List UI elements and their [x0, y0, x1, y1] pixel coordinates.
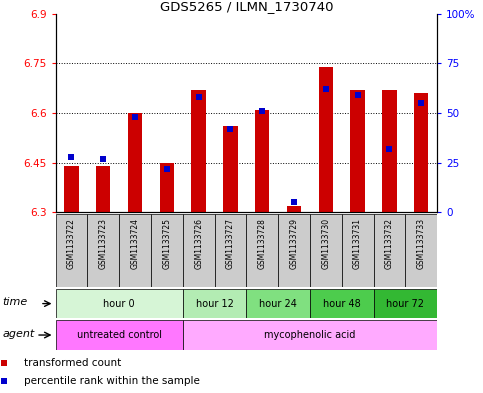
- Bar: [56, 320, 183, 350]
- Bar: [183, 214, 214, 287]
- Bar: [414, 93, 428, 212]
- Bar: [87, 214, 119, 287]
- Bar: [246, 214, 278, 287]
- Text: untreated control: untreated control: [77, 330, 162, 340]
- Bar: [56, 289, 183, 318]
- Text: GSM1133731: GSM1133731: [353, 218, 362, 269]
- Text: time: time: [3, 297, 28, 307]
- Title: GDS5265 / ILMN_1730740: GDS5265 / ILMN_1730740: [159, 0, 333, 13]
- Bar: [183, 320, 437, 350]
- Text: hour 48: hour 48: [323, 299, 361, 309]
- Bar: [223, 126, 238, 212]
- Text: GSM1133727: GSM1133727: [226, 218, 235, 269]
- Bar: [128, 113, 142, 212]
- Text: GSM1133730: GSM1133730: [321, 218, 330, 269]
- Bar: [151, 214, 183, 287]
- Bar: [351, 90, 365, 212]
- Text: GSM1133733: GSM1133733: [417, 218, 426, 269]
- Bar: [255, 110, 270, 212]
- Text: GSM1133723: GSM1133723: [99, 218, 108, 269]
- Bar: [373, 214, 405, 287]
- Bar: [246, 289, 310, 318]
- Bar: [310, 289, 373, 318]
- Bar: [382, 90, 397, 212]
- Text: hour 12: hour 12: [196, 299, 233, 309]
- Bar: [191, 90, 206, 212]
- Bar: [342, 214, 373, 287]
- Text: GSM1133725: GSM1133725: [162, 218, 171, 269]
- Text: mycophenolic acid: mycophenolic acid: [264, 330, 355, 340]
- Text: hour 72: hour 72: [386, 299, 425, 309]
- Text: hour 24: hour 24: [259, 299, 297, 309]
- Bar: [119, 214, 151, 287]
- Text: GSM1133729: GSM1133729: [289, 218, 298, 269]
- Bar: [310, 214, 342, 287]
- Text: GSM1133728: GSM1133728: [258, 218, 267, 269]
- Bar: [319, 67, 333, 212]
- Bar: [287, 206, 301, 212]
- Text: GSM1133722: GSM1133722: [67, 218, 76, 269]
- Text: GSM1133724: GSM1133724: [130, 218, 140, 269]
- Bar: [160, 163, 174, 212]
- Text: hour 0: hour 0: [103, 299, 135, 309]
- Text: agent: agent: [3, 329, 35, 338]
- Bar: [96, 166, 111, 212]
- Bar: [214, 214, 246, 287]
- Text: GSM1133732: GSM1133732: [385, 218, 394, 269]
- Bar: [64, 166, 79, 212]
- Bar: [56, 214, 87, 287]
- Bar: [278, 214, 310, 287]
- Text: transformed count: transformed count: [24, 358, 121, 368]
- Bar: [405, 214, 437, 287]
- Bar: [183, 289, 246, 318]
- Text: GSM1133726: GSM1133726: [194, 218, 203, 269]
- Text: percentile rank within the sample: percentile rank within the sample: [24, 376, 200, 386]
- Bar: [373, 289, 437, 318]
